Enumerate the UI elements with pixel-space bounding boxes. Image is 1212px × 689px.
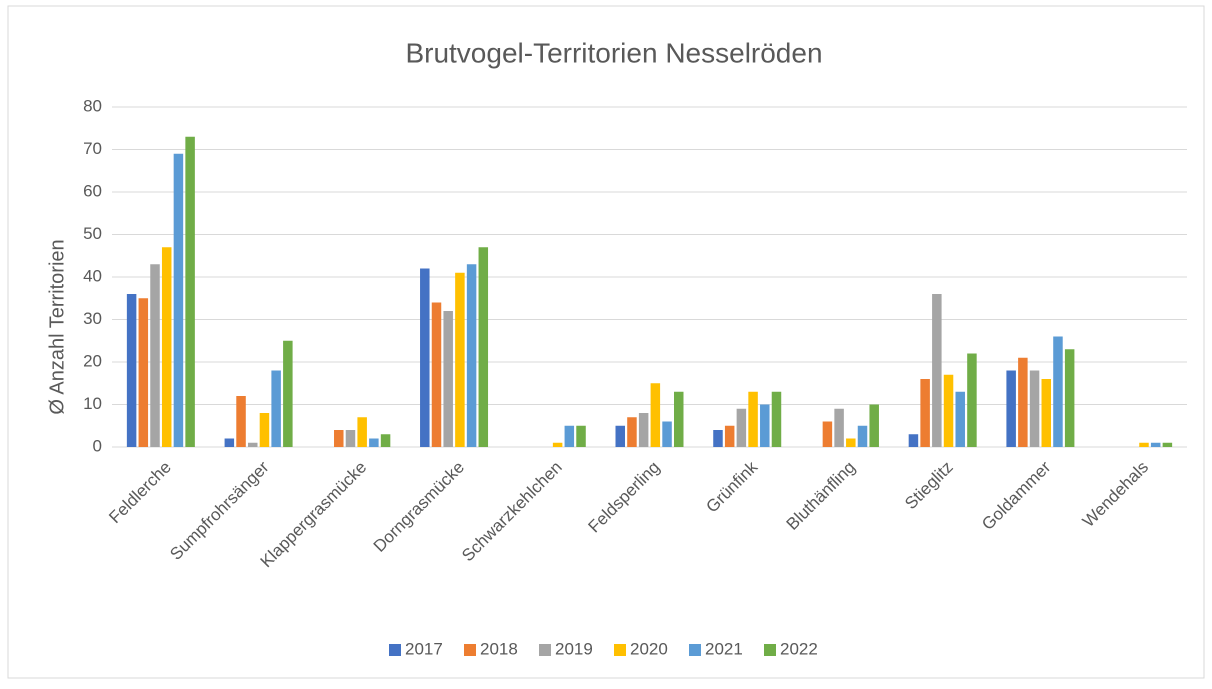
bar [1029, 370, 1040, 447]
bar [1064, 349, 1075, 447]
bar [967, 353, 977, 447]
bar [650, 383, 661, 447]
bar [771, 391, 782, 447]
bar [1041, 379, 1052, 447]
bar [627, 417, 637, 447]
bar [185, 136, 195, 447]
bar [943, 374, 954, 447]
bar [369, 438, 379, 447]
legend-swatch [389, 644, 401, 656]
bar [173, 153, 184, 447]
bar [662, 421, 672, 447]
y-tick-label: 20 [83, 351, 102, 370]
bar [748, 391, 758, 447]
legend-swatch [764, 644, 776, 656]
chart-title: Brutvogel-Territorien Nesselröden [405, 37, 822, 68]
bar [736, 408, 747, 447]
bar [334, 430, 344, 447]
legend-label: 2022 [780, 639, 818, 658]
legend-label: 2017 [405, 639, 443, 658]
bar [150, 264, 160, 447]
bar [247, 442, 258, 447]
bar [138, 298, 149, 447]
bar [380, 434, 391, 447]
legend-label: 2020 [630, 639, 668, 658]
legend-swatch [539, 644, 551, 656]
legend-swatch [464, 644, 476, 656]
legend-label: 2018 [480, 639, 518, 658]
bar [345, 430, 356, 447]
bar [576, 425, 586, 447]
y-tick-label: 70 [83, 139, 102, 158]
bar [283, 340, 293, 447]
bar [1162, 442, 1173, 447]
legend-label: 2021 [705, 639, 743, 658]
legend-swatch [614, 644, 626, 656]
bar [259, 413, 270, 447]
y-tick-label: 40 [83, 266, 102, 285]
y-axis-label: Ø Anzahl Territorien [46, 239, 68, 414]
y-tick-label: 0 [93, 436, 102, 455]
bar [1018, 357, 1028, 447]
bar [161, 247, 172, 447]
bar [1053, 336, 1063, 447]
bar [224, 438, 235, 447]
bar [724, 425, 735, 447]
bar [857, 425, 868, 447]
bar [615, 425, 625, 447]
bar [932, 294, 942, 447]
bar [822, 421, 833, 447]
bar [869, 404, 879, 447]
y-tick-label: 10 [83, 394, 102, 413]
bar [357, 417, 367, 447]
legend-label: 2019 [555, 639, 593, 658]
bar [638, 413, 649, 447]
bar [713, 430, 723, 447]
bar [236, 396, 246, 447]
chart-border [7, 5, 1205, 679]
bar [1139, 442, 1149, 447]
bar [834, 408, 844, 447]
bar [1006, 370, 1016, 447]
y-tick-label: 60 [83, 181, 102, 200]
bar [955, 391, 965, 447]
bar [126, 294, 137, 447]
bar [420, 268, 430, 447]
bar [478, 247, 489, 447]
bar [552, 442, 563, 447]
bar [760, 404, 770, 447]
bar [908, 434, 919, 447]
bar [455, 272, 465, 447]
y-tick-label: 50 [83, 224, 102, 243]
y-tick-label: 80 [83, 96, 102, 115]
y-tick-label: 30 [83, 309, 102, 328]
bar [564, 425, 575, 447]
bar [431, 302, 442, 447]
bar [271, 370, 281, 447]
bar [466, 264, 477, 447]
bar [443, 311, 453, 447]
bar [920, 379, 930, 447]
bar [674, 391, 684, 447]
bar [846, 438, 856, 447]
legend-swatch [689, 644, 701, 656]
bar [1150, 442, 1161, 447]
